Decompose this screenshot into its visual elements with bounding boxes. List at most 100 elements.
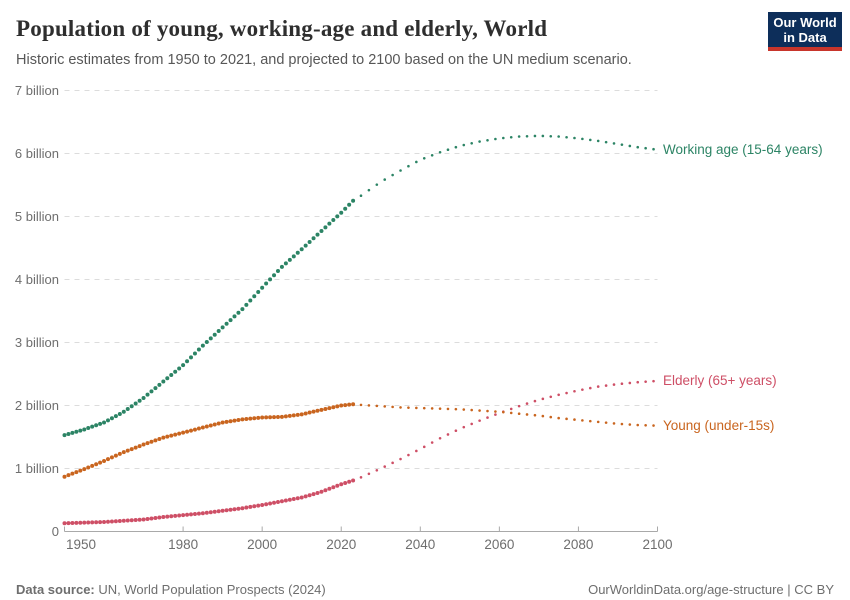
data-point-historic-young [82,467,87,472]
data-point-historic-elderly [157,515,162,520]
data-point-historic-young [240,417,245,422]
owid-logo-text: Our World in Data [768,12,842,47]
data-point-projected-young [391,405,394,409]
data-point-historic-young [129,447,134,452]
data-point-projected-elderly [549,395,553,399]
data-point-historic-young [275,414,280,419]
data-point-projected-elderly [612,383,616,386]
data-point-projected-young [565,417,568,421]
data-point-historic-working-age [351,198,356,203]
data-point-historic-elderly [248,504,253,509]
data-point-historic-elderly [105,519,110,524]
data-point-historic-young [204,424,209,429]
data-point-projected-elderly [588,386,592,390]
data-point-projected-working-age [486,138,489,142]
data-point-projected-working-age [620,143,624,146]
data-point-historic-working-age [236,310,241,315]
data-point-historic-elderly [192,511,197,516]
data-point-projected-working-age [596,139,600,143]
x-axis-label: 2040 [405,537,436,552]
data-point-projected-elderly [628,381,632,385]
data-point-projected-elderly [383,465,387,468]
data-point-historic-young [62,474,67,479]
data-source-label: Data source: [16,582,95,597]
data-point-projected-working-age [454,145,458,149]
data-point-historic-elderly [327,486,332,491]
owid-logo[interactable]: Our World in Data [768,12,842,51]
data-point-projected-working-age [541,134,545,138]
y-axis-label: 2 billion [14,397,59,413]
data-point-historic-young [141,442,146,447]
data-point-historic-young [189,428,194,433]
data-point-historic-elderly [113,519,118,524]
data-point-historic-working-age [275,269,280,274]
data-point-historic-working-age [109,416,114,421]
data-point-historic-elderly [141,517,146,522]
data-point-projected-working-age [644,146,647,150]
data-point-projected-young [502,410,505,414]
data-point-historic-elderly [177,513,182,518]
x-axis-label: 2060 [484,537,515,552]
data-point-historic-young [327,406,332,411]
owid-logo-red-bar [768,47,842,51]
data-point-historic-elderly [189,512,194,517]
data-point-projected-young [462,408,466,411]
data-point-projected-young [470,408,473,412]
data-point-projected-working-age [367,188,371,192]
series-label-young: Young (under-15s) [663,417,775,433]
data-point-historic-elderly [268,501,273,506]
data-point-projected-young [588,419,592,423]
data-point-historic-working-age [264,281,269,286]
data-point-projected-working-age [549,134,553,138]
data-point-historic-working-age [220,325,225,330]
data-point-projected-young [628,423,632,426]
data-point-historic-elderly [86,520,91,525]
data-point-historic-elderly [161,515,166,520]
data-point-historic-working-age [153,386,158,391]
data-point-projected-working-age [375,183,379,186]
data-point-projected-working-age [399,169,402,172]
data-point-historic-young [109,455,114,460]
data-point-projected-working-age [557,135,560,138]
data-point-historic-elderly [319,489,324,494]
data-point-historic-working-age [70,430,75,435]
data-point-historic-young [260,415,265,420]
data-point-historic-elderly [299,495,304,500]
data-point-historic-elderly [224,508,229,513]
data-point-projected-working-age [415,160,418,164]
data-point-historic-young [153,438,158,443]
data-point-historic-young [268,415,273,420]
data-point-historic-young [161,435,166,440]
data-point-historic-young [121,450,126,455]
data-point-projected-young [367,404,371,407]
data-point-projected-elderly [407,453,410,457]
data-point-projected-elderly [636,380,640,384]
data-point-projected-elderly [391,461,394,465]
data-point-projected-elderly [581,388,584,391]
data-point-historic-working-age [248,298,253,303]
license-link[interactable]: OurWorldinData.org/age-structure | CC BY [588,582,834,597]
data-point-projected-elderly [494,413,497,416]
data-point-historic-young [165,434,170,439]
data-point-projected-elderly [596,385,600,388]
data-source-note: Data source: UN, World Population Prospe… [16,582,326,597]
data-point-historic-young [272,415,277,420]
data-point-historic-working-age [291,254,296,259]
data-point-historic-elderly [279,499,284,504]
data-point-historic-working-age [94,423,99,428]
data-point-projected-elderly [652,379,655,383]
data-point-historic-elderly [90,520,95,525]
page-title: Population of young, working-age and eld… [16,16,548,41]
data-point-historic-elderly [165,514,170,519]
data-point-projected-working-age [565,135,568,139]
data-point-historic-elderly [311,492,316,497]
data-point-historic-young [90,463,95,468]
data-point-historic-elderly [133,518,138,523]
data-source-text: UN, World Population Prospects (2024) [94,582,326,597]
data-point-projected-elderly [541,397,545,401]
data-point-historic-working-age [141,395,146,400]
data-point-historic-elderly [351,478,356,483]
data-point-projected-young [422,406,426,410]
data-point-historic-working-age [165,376,170,381]
